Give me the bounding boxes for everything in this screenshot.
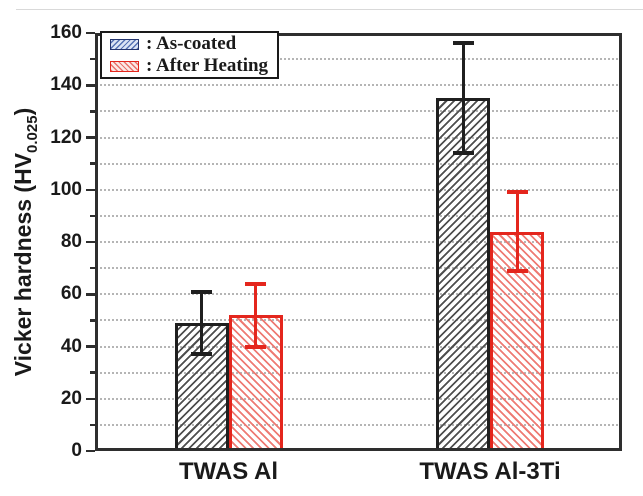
gridline-y-20 — [95, 397, 622, 400]
y-tick-0 — [86, 449, 95, 453]
y-tick-80 — [86, 240, 95, 244]
error-cap-top-1-1 — [506, 190, 528, 195]
y-tick-50 — [90, 319, 95, 322]
error-cap-bottom-0-1 — [452, 151, 474, 156]
bar-as-coated-twas-al-3ti — [436, 98, 490, 451]
gridline-y-110 — [95, 162, 622, 165]
y-tick-10 — [90, 423, 95, 427]
gridline-y-30 — [95, 371, 622, 374]
y-tick-120 — [86, 136, 95, 139]
y-tick-label-20: 20 — [60, 387, 82, 409]
gridline-y-70 — [95, 267, 622, 270]
gridline-y-80 — [95, 241, 622, 243]
y-tick-30 — [90, 371, 95, 374]
y-tick-140 — [86, 84, 95, 87]
plot-area — [95, 33, 622, 451]
legend-swatch-after-heating — [110, 60, 139, 72]
error-bar-as-coated-0 — [200, 291, 203, 355]
y-tick-label-40: 40 — [60, 335, 82, 357]
gridline-y-100 — [95, 188, 622, 191]
y-tick-70 — [90, 266, 95, 270]
y-tick-label-120: 120 — [50, 126, 82, 148]
y-tick-110 — [90, 162, 95, 165]
legend-label-after-heating: : After Heating — [146, 55, 269, 76]
error-cap-top-1-0 — [245, 281, 266, 286]
y-tick-label-0: 0 — [71, 440, 82, 461]
gridline-y-90 — [95, 214, 622, 217]
gridline-y-150 — [95, 58, 622, 61]
y-tick-label-100: 100 — [50, 178, 82, 200]
error-cap-top-0-1 — [452, 41, 474, 46]
legend: : As-coated : After Heating — [100, 31, 279, 79]
y-tick-100 — [86, 188, 95, 191]
gridline-y-120 — [95, 136, 622, 139]
y-tick-130 — [90, 110, 95, 113]
gridline-y-130 — [95, 110, 622, 113]
y-tick-160 — [86, 31, 95, 35]
gridline-y-50 — [95, 319, 622, 322]
error-cap-top-0-0 — [191, 289, 212, 294]
y-tick-60 — [86, 293, 95, 296]
y-tick-label-140: 140 — [50, 74, 82, 96]
x-category-label-0: TWAS Al — [178, 458, 279, 485]
figure-top-edge-line — [16, 9, 643, 10]
y-tick-label-80: 80 — [60, 231, 82, 252]
x-category-label-1: TWAS Al-3Ti — [419, 458, 561, 485]
y-tick-20 — [86, 397, 95, 400]
error-bar-after-heating-0 — [254, 283, 257, 347]
error-cap-bottom-0-0 — [191, 352, 212, 357]
error-bar-after-heating-1 — [515, 192, 519, 271]
y-tick-label-160: 160 — [50, 22, 82, 43]
gridline-y-140 — [95, 84, 622, 87]
y-tick-40 — [86, 345, 95, 348]
legend-label-as-coated: : As-coated — [146, 33, 237, 54]
legend-item-after-heating: : After Heating — [110, 55, 277, 77]
gridline-y-60 — [95, 293, 622, 296]
y-axis-title-close-paren: ) — [10, 107, 36, 116]
legend-item-as-coated: : As-coated — [110, 33, 277, 55]
error-bar-as-coated-1 — [461, 43, 465, 154]
gridline-y-40 — [95, 345, 622, 348]
error-cap-bottom-1-0 — [245, 344, 266, 349]
y-tick-150 — [90, 57, 95, 61]
legend-swatch-as-coated — [110, 38, 139, 50]
gridline-y-10 — [95, 423, 622, 426]
error-cap-bottom-1-1 — [506, 268, 528, 273]
y-tick-label-60: 60 — [60, 283, 82, 305]
y-tick-90 — [90, 214, 95, 218]
